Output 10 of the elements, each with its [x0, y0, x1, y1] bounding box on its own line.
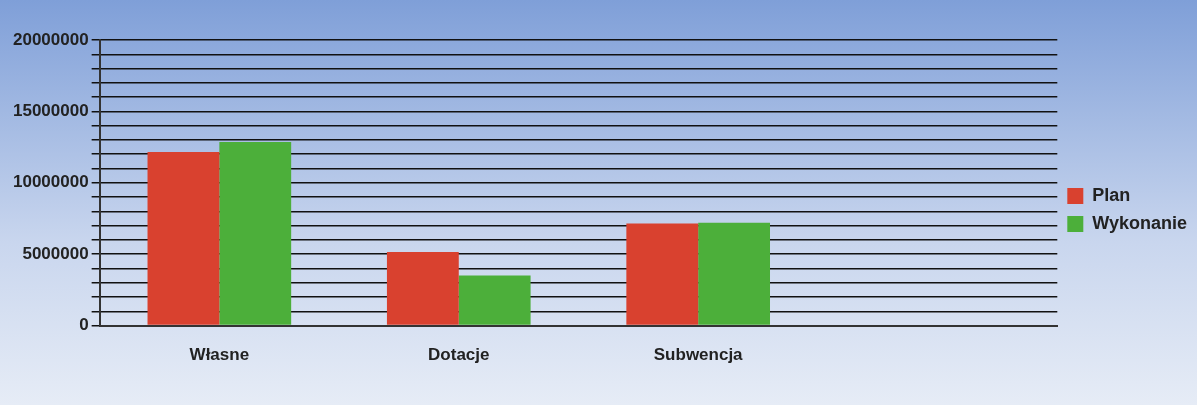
y-tick-label: 15000000 — [13, 101, 89, 121]
x-tick-label: Dotacje — [428, 345, 490, 365]
legend-label: Plan — [1092, 184, 1131, 205]
y-tick-label: 0 — [79, 315, 89, 335]
y-tick-label: 5000000 — [22, 243, 89, 263]
x-tick-label: Własne — [189, 345, 250, 365]
x-tick-label: Subwencja — [653, 345, 744, 365]
y-tick-label: 10000000 — [13, 172, 89, 192]
legend-label: Wykonanie — [1092, 212, 1188, 233]
y-tick-label: 20000000 — [13, 29, 89, 49]
